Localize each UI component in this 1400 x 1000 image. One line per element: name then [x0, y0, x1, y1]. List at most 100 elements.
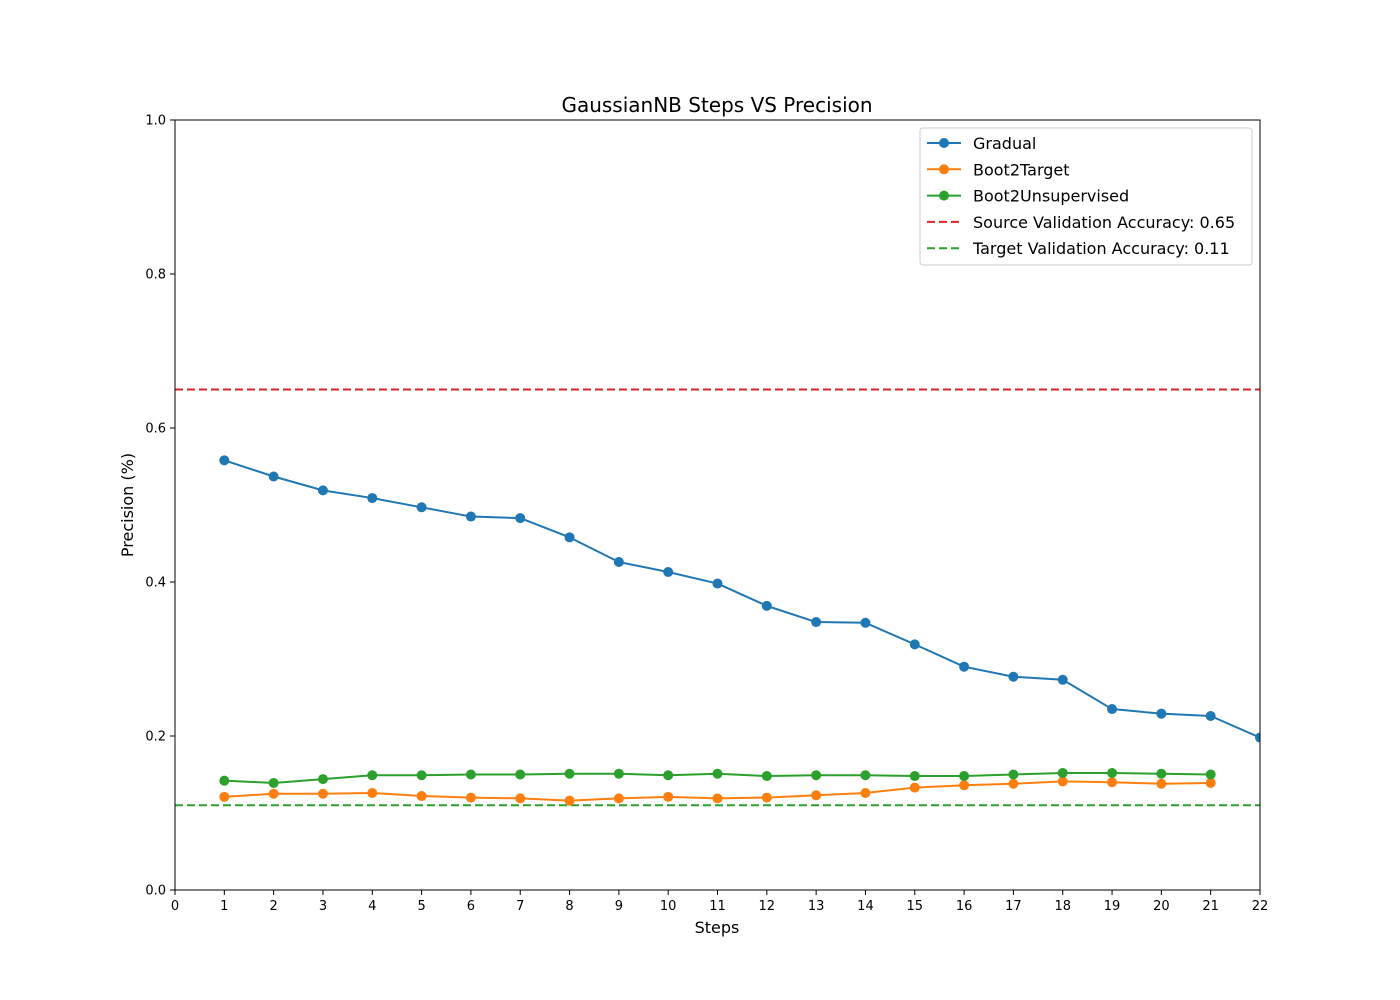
x-tick-label: 16 — [956, 899, 973, 914]
y-tick-label: 1.0 — [145, 114, 166, 129]
data-point — [959, 780, 970, 791]
data-point — [1008, 769, 1019, 780]
data-point — [761, 600, 772, 611]
data-point — [712, 578, 723, 589]
x-tick-label: 18 — [1054, 899, 1071, 914]
x-tick-label: 2 — [269, 899, 277, 914]
y-axis-label: Precision (%) — [118, 453, 137, 557]
data-point — [465, 769, 476, 780]
chart-title: GaussianNB Steps VS Precision — [561, 93, 872, 117]
data-point — [515, 793, 526, 804]
legend-label: Boot2Target — [973, 160, 1070, 179]
data-point — [219, 775, 230, 786]
data-point — [1156, 778, 1167, 789]
data-point — [811, 617, 822, 628]
x-tick-label: 11 — [709, 899, 726, 914]
data-point — [268, 788, 279, 799]
data-point — [1156, 768, 1167, 779]
data-point — [712, 793, 723, 804]
data-point — [465, 511, 476, 522]
data-point — [860, 787, 871, 798]
data-point — [1205, 777, 1216, 788]
data-point — [1057, 674, 1068, 685]
x-tick-label: 20 — [1153, 899, 1170, 914]
legend-label: Boot2Unsupervised — [973, 187, 1129, 206]
data-point — [909, 771, 920, 782]
axes-frame — [174, 119, 1261, 891]
y-tick-label: 0.6 — [145, 422, 166, 437]
data-point — [317, 485, 328, 496]
data-point — [1107, 777, 1118, 788]
data-point — [761, 792, 772, 803]
x-tick-label: 0 — [171, 899, 179, 914]
legend-label: Target Validation Accuracy: 0.11 — [972, 239, 1230, 258]
data-point — [663, 566, 674, 577]
data-point — [367, 493, 378, 504]
x-tick-label: 12 — [759, 899, 776, 914]
data-point — [317, 774, 328, 785]
data-layer — [175, 388, 1260, 807]
y-tick-label: 0.8 — [145, 268, 166, 283]
data-point — [219, 455, 230, 466]
data-point — [1057, 776, 1068, 787]
x-tick-label: 7 — [516, 899, 524, 914]
data-point — [1107, 704, 1118, 715]
data-point — [811, 770, 822, 781]
data-point — [909, 782, 920, 793]
x-tick-label: 15 — [906, 899, 923, 914]
data-point — [564, 768, 575, 779]
data-point — [1107, 767, 1118, 778]
data-point — [909, 639, 920, 650]
series-line — [224, 459, 1260, 739]
data-point — [959, 661, 970, 672]
data-point — [761, 771, 772, 782]
legend-marker — [939, 190, 949, 201]
data-point — [860, 617, 871, 628]
data-point — [1205, 710, 1216, 721]
x-tick-label: 22 — [1252, 899, 1269, 914]
x-tick-label: 3 — [319, 899, 327, 914]
data-point — [416, 502, 427, 513]
y-tick-label: 0.4 — [145, 576, 166, 591]
data-point — [317, 788, 328, 799]
data-point — [860, 770, 871, 781]
data-point — [367, 770, 378, 781]
data-point — [564, 532, 575, 543]
x-tick-label: 19 — [1104, 899, 1121, 914]
data-point — [613, 793, 624, 804]
x-tick-label: 13 — [808, 899, 825, 914]
x-tick-label: 4 — [368, 899, 376, 914]
x-tick-label: 1 — [220, 899, 228, 914]
data-point — [1205, 769, 1216, 780]
data-point — [219, 791, 230, 802]
y-tick-label: 0.0 — [145, 884, 166, 899]
x-tick-label: 5 — [417, 899, 425, 914]
x-tick-label: 21 — [1202, 899, 1219, 914]
x-axis-label: Steps — [695, 918, 740, 937]
data-point — [416, 770, 427, 781]
data-point — [1008, 778, 1019, 789]
legend-label: Source Validation Accuracy: 0.65 — [973, 213, 1235, 232]
data-point — [663, 791, 674, 802]
data-point — [268, 777, 279, 788]
x-tick-label: 8 — [565, 899, 573, 914]
data-point — [663, 770, 674, 781]
legend-marker — [939, 138, 949, 148]
data-point — [564, 795, 575, 806]
data-point — [416, 791, 427, 802]
data-point — [959, 771, 970, 782]
data-point — [613, 556, 624, 567]
data-point — [515, 513, 526, 524]
x-tick-label: 6 — [467, 899, 475, 914]
data-point — [367, 787, 378, 798]
data-point — [1255, 732, 1260, 743]
plot-area: 0 1 2 3 4 5 6 7 8 9 10 11 12 13 14 15 16 17 18 19 20 21 220.00… — [145, 114, 1268, 915]
x-tick-label: 10 — [660, 899, 677, 914]
data-point — [465, 792, 476, 803]
data-point — [613, 768, 624, 779]
x-tick-label: 9 — [615, 899, 623, 914]
data-point — [1057, 767, 1068, 778]
legend-marker — [939, 164, 949, 175]
legend-box — [919, 127, 1253, 266]
